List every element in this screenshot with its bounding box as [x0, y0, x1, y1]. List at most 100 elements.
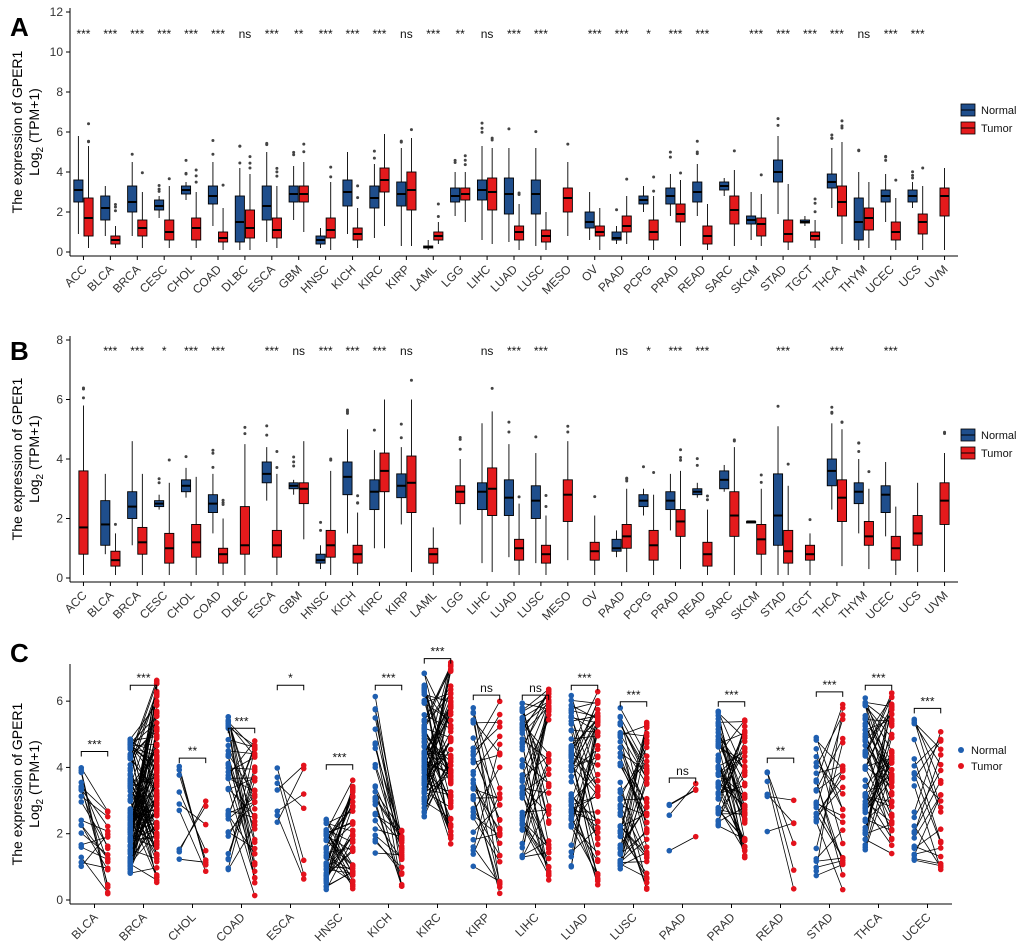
normal-point: [911, 823, 918, 829]
normal-point: [372, 810, 379, 817]
x-tick-label: PCPG: [621, 262, 655, 296]
tumor-point: [545, 766, 552, 773]
tumor-point: [496, 741, 503, 748]
normal-point: [127, 810, 134, 816]
normal-outlier: [319, 520, 323, 524]
normal-point: [568, 743, 575, 749]
tumor-point: [153, 778, 160, 784]
tumor-point: [545, 877, 552, 883]
pair-line: [80, 801, 109, 847]
tumor-point: [643, 812, 650, 819]
tumor-point: [741, 749, 748, 755]
normal-outlier: [292, 153, 296, 157]
x-tick-label: OV: [579, 262, 601, 284]
pair-lines: [374, 696, 403, 887]
tumor-point: [545, 706, 552, 712]
pair-line: [619, 782, 648, 861]
normal-point: [176, 801, 183, 807]
tumor-box: [621, 215, 632, 233]
normal-point: [813, 753, 820, 760]
pair-line: [865, 795, 892, 803]
pair-line: [521, 806, 550, 858]
tumor-box: [137, 526, 148, 555]
tumor-outlier: [463, 163, 467, 167]
tumor-outlier: [458, 447, 462, 451]
normal-point: [372, 850, 379, 856]
tumor-point: [349, 872, 356, 878]
normal-point: [666, 847, 673, 854]
pair-line: [178, 810, 207, 872]
normal-outlier: [695, 150, 699, 154]
x-tick-label: KIRP: [463, 910, 493, 940]
pair-line: [815, 781, 844, 863]
pair-line: [718, 721, 745, 723]
tumor-point: [104, 808, 111, 815]
normal-point: [568, 842, 575, 848]
pair-line: [424, 694, 451, 703]
tumor-outlier: [840, 420, 844, 424]
x-tick-label: PRAD: [648, 588, 682, 622]
tumor-outlier: [679, 171, 683, 175]
pair-line: [864, 704, 893, 752]
normal-point: [617, 721, 624, 728]
pair-line: [815, 756, 844, 810]
normal-point: [421, 670, 428, 677]
pair-line: [717, 711, 746, 840]
x-tick-label: THYM: [836, 588, 870, 622]
tumor-point: [447, 841, 454, 847]
normal-point: [519, 746, 526, 753]
x-tick-label: PCPG: [621, 588, 655, 622]
pair-line: [472, 793, 501, 855]
tumor-point: [545, 783, 552, 789]
tumor-point: [496, 750, 503, 756]
normal-point: [568, 849, 575, 855]
tumor-point: [251, 839, 258, 846]
tumor-point: [300, 876, 307, 882]
normal-box: [530, 179, 541, 215]
pair-line: [521, 794, 550, 849]
pair-line: [325, 795, 354, 867]
normal-point: [617, 846, 624, 852]
normal-point: [127, 761, 134, 768]
normal-point: [323, 854, 330, 861]
pair-line: [570, 793, 599, 838]
normal-point: [78, 793, 85, 800]
tumor-point: [545, 803, 552, 810]
normal-point: [323, 870, 330, 876]
tumor-box: [917, 213, 928, 235]
pair-lines: [717, 711, 746, 858]
normal-outlier: [211, 451, 215, 455]
normal-point: [764, 828, 771, 835]
tumor-point: [888, 723, 895, 729]
normal-point: [470, 863, 477, 870]
tumor-point: [594, 688, 601, 695]
pair-line: [718, 809, 745, 816]
significance-bracket: [178, 757, 207, 764]
normal-point: [372, 826, 379, 832]
tumor-point: [398, 870, 405, 876]
pair-line: [374, 801, 403, 887]
y-tick-label: 0: [56, 245, 63, 259]
tumor-box: [428, 547, 439, 564]
normal-point: [568, 697, 575, 704]
normal-outlier: [292, 460, 296, 464]
normal-point: [176, 856, 183, 862]
y-axis-label-line1: The expression of GPER1: [9, 50, 25, 213]
significance-label: ***: [346, 344, 360, 358]
pair-line: [423, 671, 452, 804]
tumor-point: [153, 774, 160, 780]
normal-point: [78, 830, 85, 836]
pair-line: [816, 860, 843, 868]
tumor-point: [251, 746, 258, 753]
normal-point: [911, 783, 918, 789]
tumor-point: [153, 783, 160, 789]
tumor-point: [496, 698, 503, 705]
tumor-point: [888, 718, 895, 724]
normal-point: [176, 846, 183, 853]
normal-point: [225, 833, 232, 839]
tumor-point: [888, 706, 895, 713]
pair-line: [718, 825, 745, 840]
normal-point: [127, 741, 134, 748]
normal-point: [421, 724, 428, 730]
